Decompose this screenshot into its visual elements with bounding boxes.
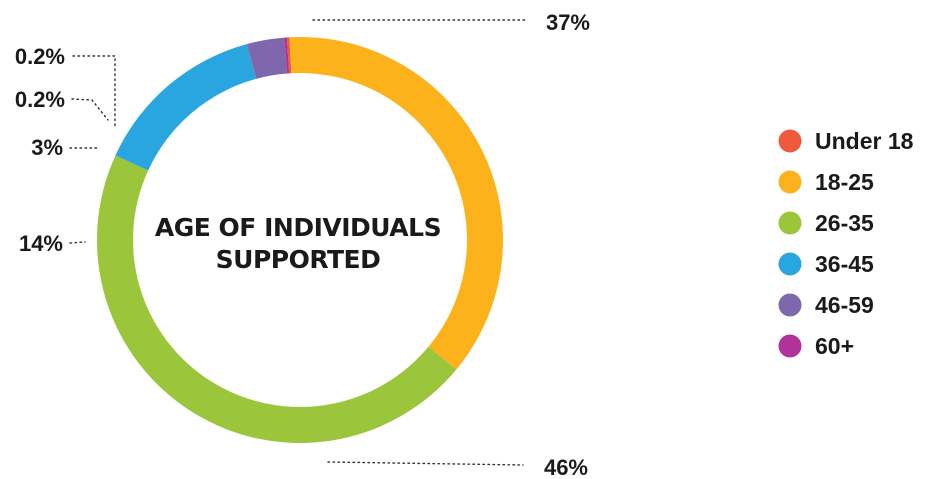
- data-label-36-45: 14%: [19, 231, 63, 256]
- slice-26-35: [97, 155, 457, 443]
- slice-18-25: [289, 37, 503, 370]
- legend-label-36-45: 36-45: [815, 251, 874, 277]
- legend-swatch-60-plus: [778, 334, 802, 358]
- leader-lines: [69, 19, 528, 466]
- slice-60-plus: [284, 37, 290, 74]
- legend-label-18-25: 18-25: [815, 169, 874, 195]
- legend-label-26-35: 26-35: [815, 210, 874, 236]
- chart-legend: Under 18 18-25 26-35 36-45 46-59 60+: [778, 128, 914, 359]
- slice-under-18: [286, 37, 292, 74]
- legend-swatch-36-45: [778, 252, 802, 276]
- legend-swatch-26-35: [778, 211, 802, 235]
- legend-swatch-under-18: [778, 129, 802, 153]
- legend-item-46-59: 46-59: [778, 292, 874, 318]
- legend-label-60-plus: 60+: [815, 333, 854, 359]
- data-label-60-plus: 0.2%: [15, 87, 65, 112]
- legend-item-60-plus: 60+: [778, 333, 854, 359]
- data-label-under-18: 0.2%: [15, 44, 65, 69]
- chart-title-line-1: AGE OF INDIVIDUALS: [155, 213, 441, 242]
- legend-item-36-45: 36-45: [778, 251, 874, 277]
- legend-swatch-18-25: [778, 170, 802, 194]
- legend-label-under-18: Under 18: [815, 128, 914, 154]
- leader-line-60-plus: [71, 98, 109, 121]
- legend-item-18-25: 18-25: [778, 169, 874, 195]
- data-label-18-25: 37%: [546, 10, 590, 35]
- donut-slices: [97, 37, 503, 443]
- data-label-26-35: 46%: [544, 455, 588, 479]
- legend-swatch-46-59: [778, 293, 802, 317]
- slice-36-45: [115, 44, 257, 171]
- chart-title-line-2: SUPPORTED: [216, 245, 381, 274]
- leader-line-26-35: [327, 461, 524, 466]
- legend-item-under-18: Under 18: [778, 128, 914, 154]
- leader-line-36-45: [69, 241, 86, 244]
- data-label-46-59: 3%: [31, 135, 63, 160]
- percentage-labels: 37% 46% 14% 3% 0.2% 0.2%: [15, 10, 590, 479]
- slice-46-59: [246, 37, 288, 79]
- leader-line-under-18: [72, 55, 116, 129]
- legend-item-26-35: 26-35: [778, 210, 874, 236]
- legend-label-46-59: 46-59: [815, 292, 874, 318]
